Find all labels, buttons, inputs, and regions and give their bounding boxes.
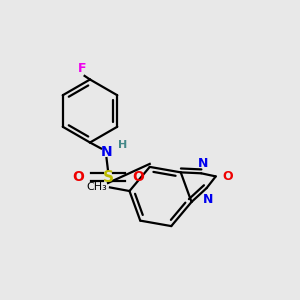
Text: CH₃: CH₃ (87, 182, 108, 191)
Text: O: O (132, 170, 144, 184)
Text: N: N (203, 193, 213, 206)
Text: O: O (72, 170, 84, 184)
Text: N: N (197, 157, 208, 170)
Text: F: F (78, 62, 87, 75)
Text: S: S (103, 169, 113, 184)
Text: N: N (101, 145, 112, 158)
Text: O: O (222, 170, 233, 183)
Text: H: H (118, 140, 128, 151)
